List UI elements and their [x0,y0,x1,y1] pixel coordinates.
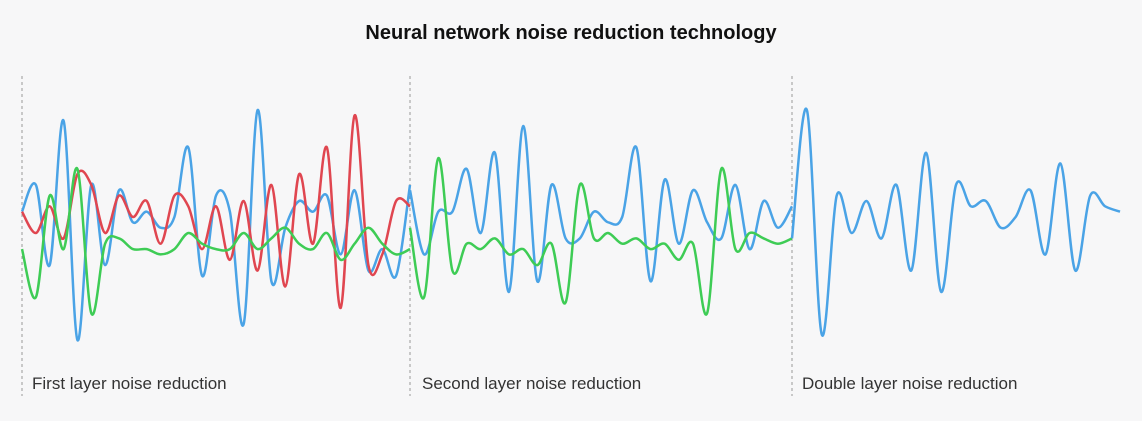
series-line-first-1 [20,108,412,342]
series-line-first-3 [20,167,411,316]
segment-label-double: Double layer noise reduction [802,374,1018,393]
series-line-double-1 [790,107,1121,337]
segment-label-second: Second layer noise reduction [422,374,642,393]
chart-title: Neural network noise reduction technolog… [365,22,777,44]
series-line-second-2 [408,156,793,316]
segment-label-first: First layer noise reduction [32,374,227,393]
series-line-second-1 [408,124,794,294]
series-line-first-2 [20,114,411,310]
